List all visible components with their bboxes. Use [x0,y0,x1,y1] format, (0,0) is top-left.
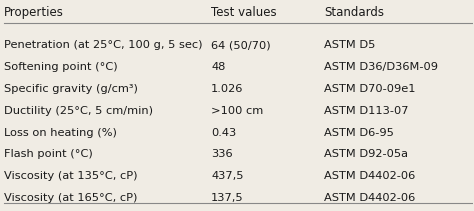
Text: 48: 48 [211,62,226,72]
Text: Penetration (at 25°C, 100 g, 5 sec): Penetration (at 25°C, 100 g, 5 sec) [4,40,202,50]
Text: Specific gravity (g/cm³): Specific gravity (g/cm³) [4,84,137,94]
Text: Properties: Properties [4,6,64,19]
Text: ASTM D36/D36M-09: ASTM D36/D36M-09 [324,62,438,72]
Text: ASTM D113-07: ASTM D113-07 [324,106,409,116]
Text: Test values: Test values [211,6,277,19]
Text: Ductility (25°C, 5 cm/min): Ductility (25°C, 5 cm/min) [4,106,153,116]
Text: Standards: Standards [324,6,384,19]
Text: 137,5: 137,5 [211,193,244,203]
Text: 336: 336 [211,149,233,160]
Text: ASTM D92-05a: ASTM D92-05a [324,149,408,160]
Text: 437,5: 437,5 [211,171,244,181]
Text: ASTM D4402-06: ASTM D4402-06 [324,171,415,181]
Text: 64 (50/70): 64 (50/70) [211,40,271,50]
Text: Flash point (°C): Flash point (°C) [4,149,92,160]
Text: ASTM D6-95: ASTM D6-95 [324,128,394,138]
Text: Viscosity (at 165°C, cP): Viscosity (at 165°C, cP) [4,193,137,203]
Text: 0.43: 0.43 [211,128,237,138]
Text: Loss on heating (%): Loss on heating (%) [4,128,117,138]
Text: 1.026: 1.026 [211,84,244,94]
Text: ASTM D5: ASTM D5 [324,40,375,50]
Text: ASTM D70-09e1: ASTM D70-09e1 [324,84,416,94]
Text: ASTM D4402-06: ASTM D4402-06 [324,193,415,203]
Text: Viscosity (at 135°C, cP): Viscosity (at 135°C, cP) [4,171,137,181]
Text: Softening point (°C): Softening point (°C) [4,62,118,72]
Text: >100 cm: >100 cm [211,106,264,116]
